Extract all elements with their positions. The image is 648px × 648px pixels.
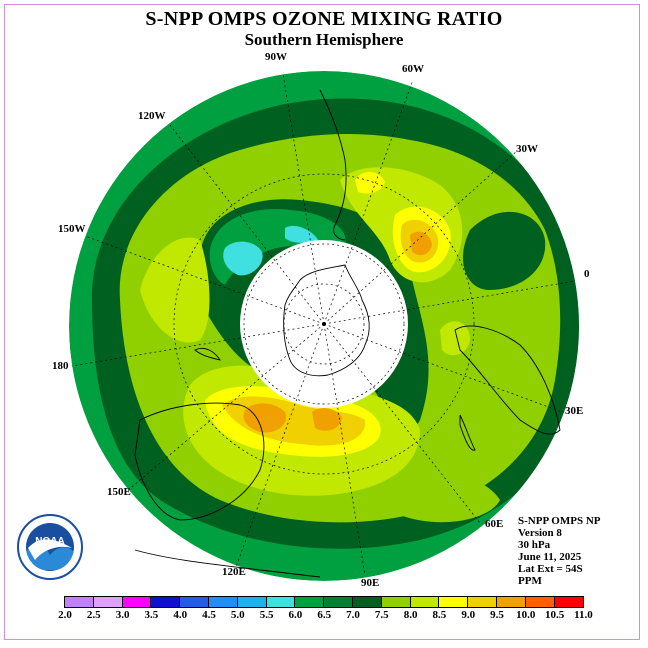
units-label: PPM	[518, 575, 542, 587]
lon-label-90w: 90W	[265, 51, 287, 63]
colorbar-tick-label: 10.0	[516, 609, 536, 621]
colorbar-swatch	[266, 597, 296, 607]
contour-max-9.5-a	[243, 403, 286, 433]
contour-low-6.0	[209, 209, 346, 285]
colorbar-tick-label: 6.0	[288, 609, 303, 621]
contour-band-8.0-a	[140, 237, 210, 343]
noaa-logo-text: NOAA	[35, 536, 64, 547]
contour-max-9.5-b	[312, 408, 342, 431]
madagascar-coast	[459, 414, 476, 451]
colorbar-swatch	[525, 597, 555, 607]
product-info: S-NPP OMPS NP Version 8 30 hPa June 11, …	[518, 515, 601, 587]
lon-label-60e: 60E	[485, 518, 504, 530]
meridians	[71, 73, 576, 576]
colorbar-swatch	[208, 597, 238, 607]
africa-coast	[454, 325, 561, 435]
colorbar-tick-label: 7.0	[346, 609, 360, 621]
lon-label-30e: 30E	[565, 405, 584, 417]
lon-label-150e: 150E	[107, 486, 131, 498]
lon-label-120e: 120E	[222, 566, 246, 578]
colorbar-swatch	[65, 597, 94, 607]
lon-label-30w: 30W	[516, 143, 538, 155]
colorbar-tick-label: 2.5	[86, 609, 101, 621]
colorbar-swatch	[122, 597, 152, 607]
ozone-field	[69, 71, 579, 581]
version-label: Version 8	[518, 527, 562, 539]
lon-label-90e: 90E	[361, 577, 380, 589]
south-pole-marker	[322, 322, 326, 326]
colorbar-swatch	[237, 597, 267, 607]
lon-label-0: 0	[584, 268, 590, 280]
colorbar-tick-label: 9.0	[461, 609, 476, 621]
colorbar-swatch	[381, 597, 411, 607]
colorbar-swatch	[410, 597, 440, 607]
antarctica-coast	[283, 264, 370, 377]
colorbar-tick-label: 8.5	[432, 609, 447, 621]
latitude-circles	[173, 173, 475, 475]
coastlines	[134, 89, 561, 578]
colorbar-tick-label: 11.0	[574, 609, 593, 621]
colorbar-tick-label: 4.5	[202, 609, 216, 621]
contour-band-8.0-d	[440, 321, 470, 356]
colorbar-swatch	[180, 597, 209, 607]
colorbar-swatch	[468, 597, 497, 607]
colorbar-tick-label: 2.0	[58, 609, 72, 621]
colorbar-swatch	[295, 597, 325, 607]
lon-label-180: 180	[52, 360, 69, 372]
south-america-coast	[319, 89, 347, 241]
noaa-logo: NOAA	[17, 514, 83, 580]
colorbar-tick-label: 5.0	[230, 609, 245, 621]
contour-tongue-60E	[400, 474, 500, 523]
colorbar-tick-label: 5.5	[259, 609, 274, 621]
colorbar-swatch	[151, 597, 181, 607]
contour-min-5.5	[223, 241, 263, 276]
colorbar-tick-label: 3.0	[115, 609, 130, 621]
date-label: June 11, 2025	[518, 551, 582, 563]
contour-blob-east	[462, 211, 546, 290]
contour-max-9.5-c	[410, 231, 432, 256]
colorbar-tick-label: 10.5	[544, 609, 565, 621]
lon-label-120w: 120W	[138, 110, 166, 122]
colorbar-swatch	[554, 597, 584, 607]
colorbar-tick-label: 9.5	[490, 609, 504, 621]
indonesia-coast	[134, 549, 321, 578]
new-zealand-coast	[194, 347, 221, 361]
colorbar-swatch	[439, 597, 469, 607]
colorbar-swatch	[496, 597, 526, 607]
colorbar-tick-label: 7.5	[374, 609, 389, 621]
colorbar-tick-label: 8.0	[403, 609, 418, 621]
pressure-level-label: 30 hPa	[518, 539, 551, 551]
colorbar-tick-label: 3.5	[144, 609, 159, 621]
instrument-label: S-NPP OMPS NP	[518, 515, 601, 527]
colorbar-swatch	[324, 597, 353, 607]
figure-frame	[4, 4, 640, 640]
lon-label-60w: 60W	[402, 63, 424, 75]
lat-extent-label: Lat Ext = 54S	[518, 563, 583, 575]
colorbar-tick-label: 4.0	[173, 609, 188, 621]
australia-coast	[134, 402, 265, 521]
map-subtitle: Southern Hemisphere	[244, 30, 404, 49]
colorbar-tick-label: 6.5	[317, 609, 332, 621]
map-title: S-NPP OMPS OZONE MIXING RATIO	[145, 8, 503, 30]
colorbar	[64, 596, 585, 608]
colorbar-swatch	[352, 597, 382, 607]
lon-label-150w: 150W	[58, 223, 86, 235]
colorbar-swatch	[93, 597, 123, 607]
